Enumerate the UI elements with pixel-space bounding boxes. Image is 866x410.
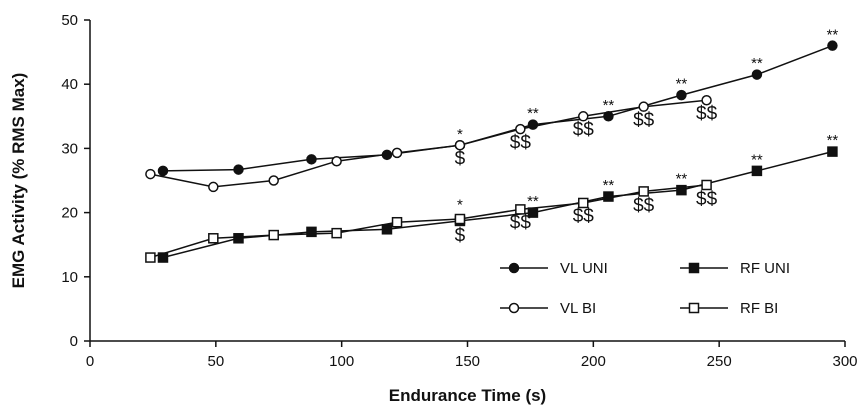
y-tick-label: 40: [61, 76, 78, 93]
series-line-vl-uni: [162, 44, 833, 172]
data-point-rf-bi: [701, 179, 712, 191]
x-tick-label: 200: [581, 353, 606, 370]
legend-item-vl-bi: VL BI: [500, 300, 596, 317]
significance-dollar-label: $$: [573, 206, 595, 227]
legend-marker-vl-uni: [508, 262, 520, 274]
significance-dollar-label: $$: [633, 195, 655, 216]
data-point-rf-uni: [381, 224, 393, 235]
x-axis-ticks: 0 50 100 150 200 250 300: [86, 341, 858, 370]
data-point-rf-bi: [515, 204, 526, 215]
data-point-rf-bi: [638, 186, 649, 197]
y-tick-label: 20: [61, 205, 78, 222]
legend-item-rf-bi: RF BI: [680, 300, 778, 317]
x-axis-title: Endurance Time (s): [389, 386, 546, 405]
legend-label: RF UNI: [740, 260, 790, 277]
data-point-vl-bi: [268, 175, 279, 186]
data-point-rf-uni: [676, 184, 687, 196]
data-point-rf-bi: [268, 229, 279, 241]
data-point-vl-bi: [454, 139, 466, 151]
series-line-rf-uni: [162, 150, 833, 259]
significance-dollar-label: $: [455, 148, 466, 169]
series-rf-uni: [157, 146, 838, 263]
significance-star-label: **: [527, 193, 539, 210]
legend-marker-vl-bi: [508, 302, 520, 314]
significance-dollar-label: $$: [696, 104, 718, 125]
y-tick-label: 30: [61, 140, 78, 157]
data-point-vl-bi: [515, 123, 526, 135]
data-point-vl-uni: [306, 154, 317, 165]
data-point-vl-uni: [233, 164, 244, 175]
y-axis-title: EMG Activity (% RMS Max): [9, 73, 28, 289]
data-point-vl-bi: [578, 111, 589, 122]
series-layer: [145, 40, 838, 263]
data-point-vl-uni: [676, 89, 687, 101]
data-point-vl-bi: [638, 101, 649, 112]
significance-dollar-label: $$: [573, 120, 595, 141]
significance-star-label: **: [676, 171, 688, 188]
x-tick-label: 150: [455, 353, 480, 370]
x-tick-label: 300: [832, 353, 857, 370]
significance-star-label: *: [457, 126, 463, 143]
data-point-rf-bi: [391, 216, 403, 228]
legend: VL UNI RF UNI VL BI RF BI: [500, 260, 790, 317]
axes: 0 50 100 150 200 250 300 0 10 20 30 40 50: [61, 12, 857, 370]
legend-marker-rf-bi: [688, 302, 700, 314]
legend-item-vl-uni: VL UNI: [500, 260, 608, 277]
legend-marker-rf-uni: [688, 262, 700, 274]
data-point-rf-uni: [751, 165, 763, 177]
x-tick-label: 250: [707, 353, 732, 370]
data-point-rf-bi: [578, 197, 589, 209]
significance-star-label: *: [457, 196, 463, 213]
data-point-vl-uni: [157, 165, 169, 177]
data-point-vl-bi: [331, 155, 342, 167]
data-point-rf-bi: [145, 252, 156, 263]
significance-dollar-label: $$: [633, 110, 655, 131]
x-tick-label: 100: [329, 353, 354, 370]
data-point-rf-uni: [827, 146, 838, 157]
data-point-rf-bi: [454, 213, 466, 225]
data-point-vl-bi: [208, 181, 219, 193]
series-vl-uni: [157, 40, 838, 177]
significance-dollar-label: $$: [510, 132, 532, 153]
significance-star-label: **: [603, 97, 615, 114]
x-tick-label: 0: [86, 353, 94, 370]
significance-star-label: **: [603, 177, 615, 194]
legend-label: VL BI: [560, 300, 596, 317]
data-point-vl-uni: [751, 69, 763, 80]
y-tick-label: 10: [61, 269, 78, 286]
legend-label: RF BI: [740, 300, 778, 317]
significance-dollar-label: $: [455, 225, 466, 246]
significance-annotations: *** ********$$$$$ $$ $$* **** ******$$$ $$$$ $$: [455, 26, 839, 246]
data-point-rf-uni: [233, 233, 244, 244]
y-tick-label: 0: [70, 333, 78, 350]
series-line-rf-bi: [150, 184, 707, 259]
x-tick-label: 50: [207, 353, 224, 370]
significance-dollar-label: $$: [510, 213, 532, 234]
data-point-vl-uni: [827, 40, 838, 51]
series-vl-bi: [145, 95, 712, 193]
significance-star-label: **: [527, 105, 539, 122]
series-rf-bi: [145, 179, 712, 263]
data-point-rf-bi: [331, 227, 342, 239]
significance-star-label: **: [751, 151, 763, 168]
data-point-vl-bi: [145, 168, 156, 180]
data-point-vl-bi: [701, 95, 712, 106]
significance-star-label: **: [751, 55, 763, 72]
series-line-vl-bi: [150, 99, 707, 188]
data-point-rf-uni: [306, 226, 317, 238]
data-point-vl-bi: [391, 147, 403, 159]
significance-star-label: **: [827, 26, 839, 43]
data-point-rf-bi: [208, 233, 219, 244]
significance-star-label: **: [827, 132, 839, 149]
legend-label: VL UNI: [560, 260, 608, 277]
significance-star-label: **: [676, 76, 688, 93]
legend-item-rf-uni: RF UNI: [680, 260, 790, 277]
y-axis-ticks: 0 10 20 30 40 50: [61, 12, 90, 350]
y-tick-label: 50: [61, 12, 78, 29]
significance-dollar-label: $$: [696, 189, 718, 210]
